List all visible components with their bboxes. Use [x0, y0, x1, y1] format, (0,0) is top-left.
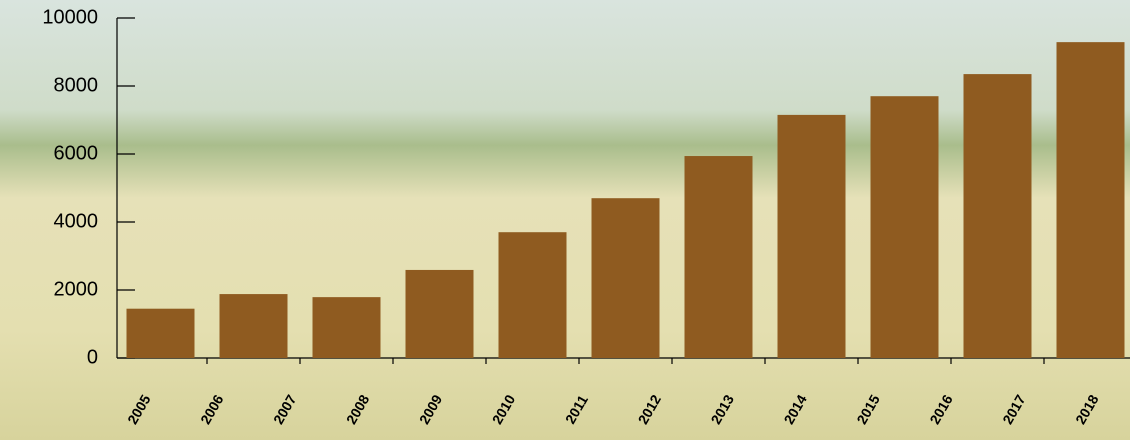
- bar: [870, 96, 939, 358]
- bar: [126, 308, 195, 358]
- bar: [312, 297, 381, 358]
- bar: [405, 269, 474, 358]
- y-tick-label: 0: [87, 346, 98, 368]
- bar: [591, 198, 660, 358]
- y-tick-label: 6000: [54, 142, 99, 164]
- y-tick-label: 8000: [54, 74, 99, 96]
- y-tick-label: 2000: [54, 278, 99, 300]
- bar: [777, 114, 846, 359]
- y-tick-label: 10000: [42, 6, 98, 28]
- y-tick-label: 4000: [54, 210, 99, 232]
- bar: [498, 232, 567, 358]
- bar: [963, 74, 1032, 358]
- bar: [219, 294, 288, 358]
- bar: [1056, 42, 1125, 358]
- bar: [684, 156, 753, 358]
